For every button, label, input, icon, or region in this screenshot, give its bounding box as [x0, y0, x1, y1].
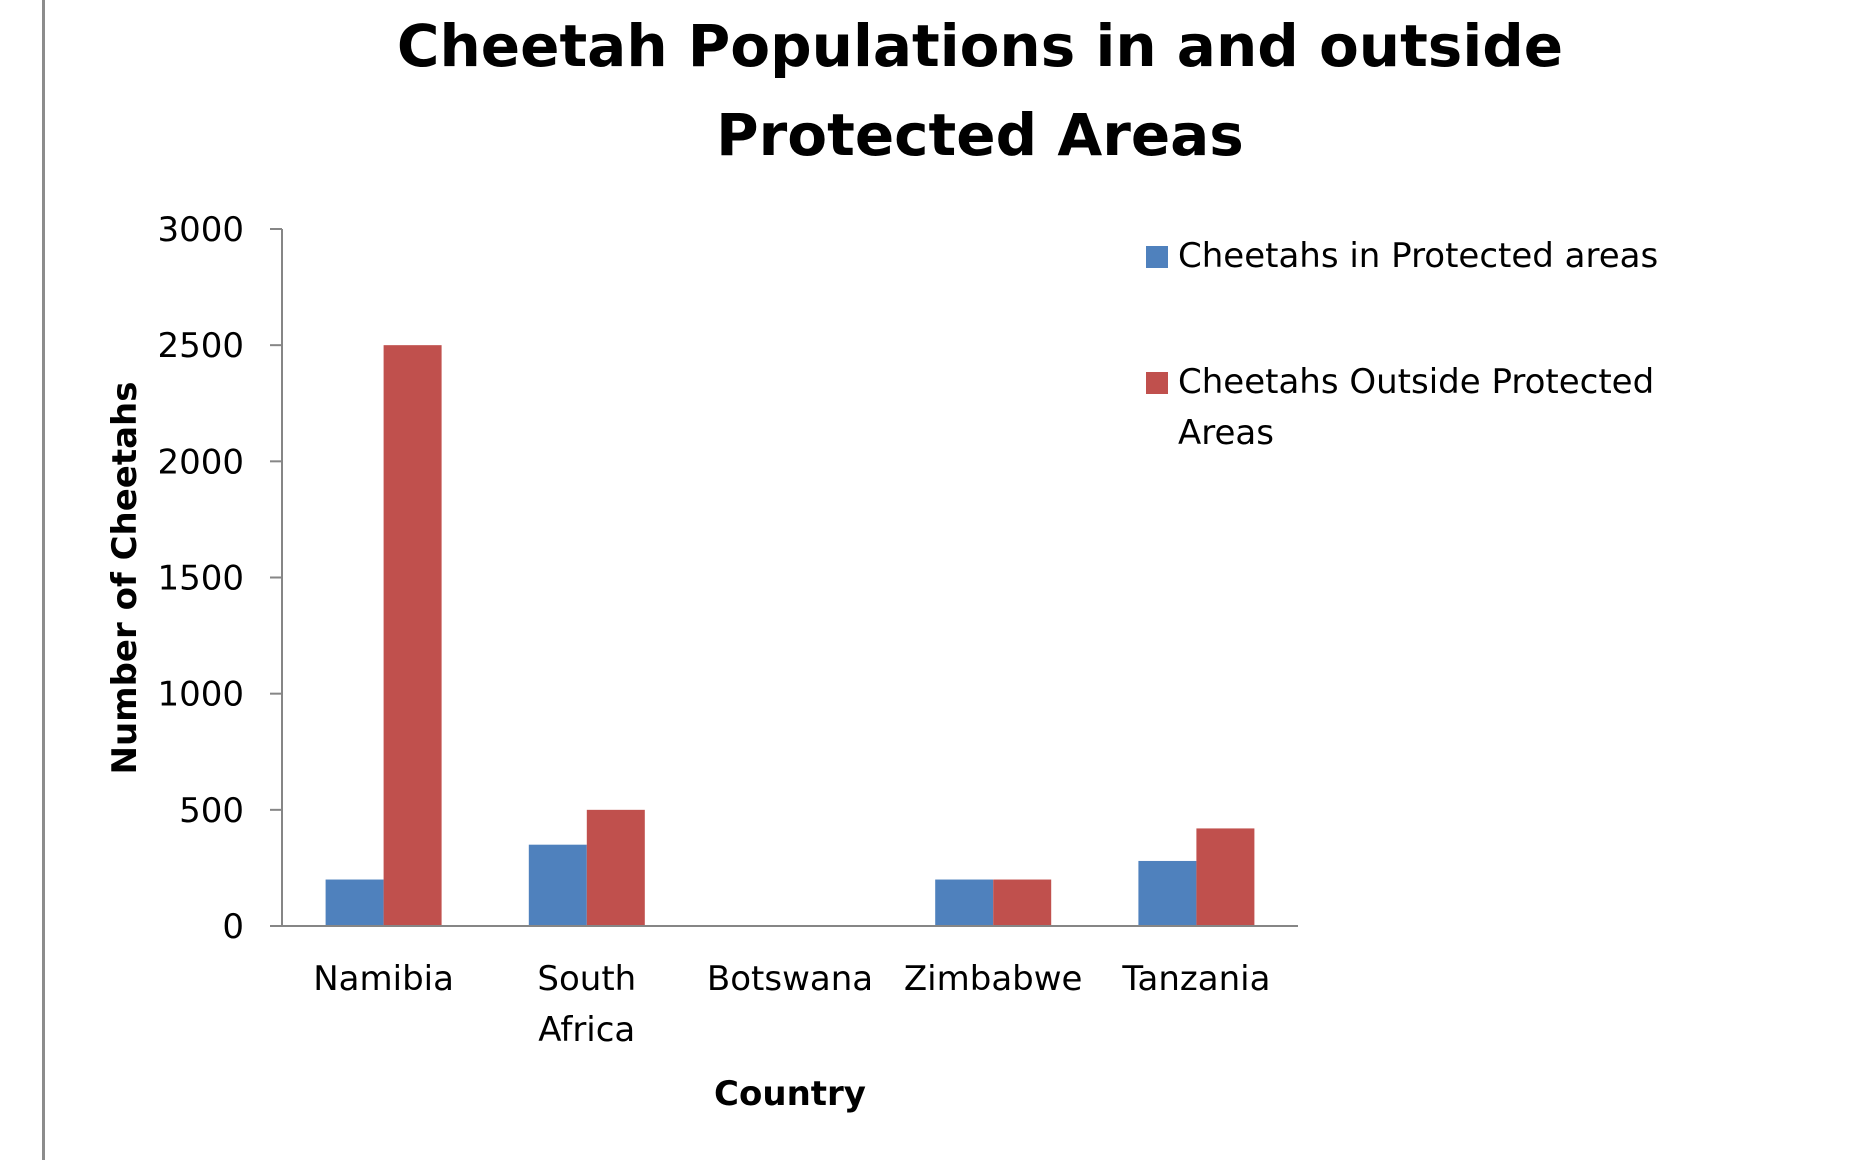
- bar-protected-south-africa: [528, 844, 587, 926]
- y-tick-label: 2000: [157, 442, 244, 482]
- x-tick-label: Zimbabwe: [904, 959, 1083, 999]
- legend-swatch: [1146, 246, 1168, 268]
- legend-label: Cheetahs in Protected areas: [1178, 236, 1658, 276]
- legend-swatch: [1146, 372, 1168, 394]
- legend-label: Cheetahs Outside Protected Areas: [1178, 362, 1654, 453]
- x-tick-label: Tanzania: [1121, 959, 1270, 999]
- bar-protected-namibia: [325, 879, 384, 926]
- bars: [325, 345, 1255, 927]
- y-axis-title: Number of Cheetahs: [105, 382, 145, 775]
- x-tick-label: Botswana: [707, 959, 873, 999]
- y-tick-label: 2500: [157, 326, 244, 366]
- bar-protected-zimbabwe: [935, 879, 994, 926]
- bar-outside-tanzania: [1196, 828, 1255, 926]
- bar-outside-namibia: [383, 345, 442, 927]
- chart-title: Cheetah Populations in and outside Prote…: [396, 12, 1564, 169]
- bar-protected-tanzania: [1138, 860, 1197, 926]
- y-tick-label: 3000: [157, 210, 244, 250]
- y-tick-label: 0: [222, 907, 244, 947]
- legend: Cheetahs in Protected areas Cheetahs Outs…: [1146, 236, 1658, 453]
- x-axis-tick-labels: Namibia South Africa Botswana Zimbabwe Tanzan…: [313, 959, 1270, 1050]
- y-tick-label: 1500: [157, 559, 244, 599]
- bar-outside-south-africa: [586, 809, 645, 926]
- x-tick-label: Namibia: [313, 959, 454, 999]
- x-axis-title: Country: [714, 1074, 866, 1114]
- bar-outside-zimbabwe: [993, 879, 1052, 926]
- page-margin-line: [42, 0, 45, 1160]
- y-axis-ticks: 0 500 1000 1500 2000 2500 3000: [157, 210, 282, 947]
- y-tick-label: 1000: [157, 675, 244, 715]
- y-tick-label: 500: [179, 791, 244, 831]
- x-tick-label: South Africa: [537, 959, 636, 1050]
